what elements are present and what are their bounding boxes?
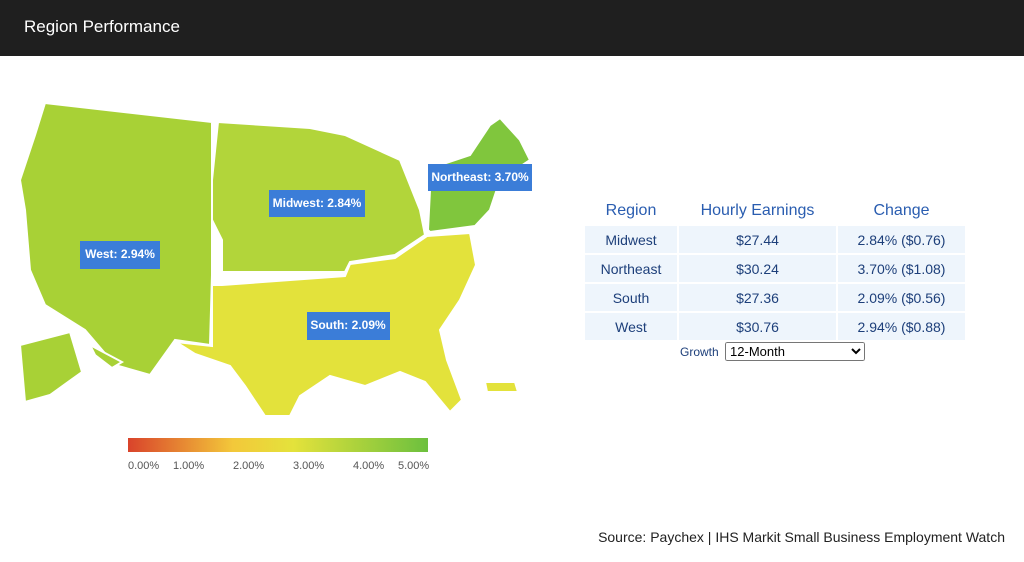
growth-select[interactable]: 12-Month — [725, 342, 866, 361]
legend-tick: 3.00% — [293, 460, 324, 472]
legend-ticks: 0.00% 1.00% 2.00% 3.00% 4.00% 5.00% — [128, 460, 429, 472]
table-cell: South — [585, 284, 677, 311]
source: Source: Paychex | IHS Markit Small Busin… — [598, 529, 1005, 545]
legend-tick: 2.00% — [233, 460, 264, 472]
table-row: South $27.36 2.09% ($0.56) — [585, 284, 965, 311]
table-cell: $27.44 — [679, 226, 836, 253]
table-cell: 2.09% ($0.56) — [838, 284, 965, 311]
regions — [18, 101, 532, 417]
table-cell: West — [585, 313, 677, 340]
region-label: Northeast: 3.70% — [431, 170, 529, 184]
legend-tick: 4.00% — [353, 460, 384, 472]
region-label: South: 2.09% — [310, 318, 386, 332]
region-label: West: 2.94% — [85, 247, 155, 261]
region-table: Region Hourly Earnings Change Midwest $27.4… — [583, 196, 967, 342]
table-body: Midwest $27.44 2.84% ($0.76) Northeast $30.2… — [585, 226, 965, 340]
table-cell: Northeast — [585, 255, 677, 282]
table-cell: Midwest — [585, 226, 677, 253]
table-row: West $30.76 2.94% ($0.88) — [585, 313, 965, 340]
growth-control: Growth 12-Month — [680, 342, 866, 361]
table-row: Northeast $30.24 3.70% ($1.08) — [585, 255, 965, 282]
table-header: Region Hourly Earnings Change — [585, 198, 965, 224]
region-west-alaska — [18, 330, 84, 404]
legend-tick: 5.00% — [398, 460, 429, 472]
table-cell: $30.76 — [679, 313, 836, 340]
label-box — [269, 190, 365, 217]
table-cell: $30.24 — [679, 255, 836, 282]
region-labels: West: 2.94% Midwest: 2.84% South: 2.09% … — [80, 164, 532, 340]
table-cell: 2.84% ($0.76) — [838, 226, 965, 253]
control-label: Growth — [680, 345, 719, 359]
legend-tick: 1.00% — [173, 460, 204, 472]
region-south-puerto-rico — [483, 381, 520, 393]
label-box — [307, 312, 390, 340]
header: Region Performance — [0, 0, 1024, 56]
region-west — [18, 101, 213, 377]
column-header: Region — [605, 202, 657, 219]
header-title: Region Performance — [24, 17, 180, 36]
column-header: Change — [873, 202, 930, 219]
region-west-hawaii — [87, 342, 125, 370]
table-row: Midwest $27.44 2.84% ($0.76) — [585, 226, 965, 253]
table-cell: 2.94% ($0.88) — [838, 313, 965, 340]
label-box — [80, 241, 160, 269]
column-header: Hourly Earnings — [700, 202, 815, 219]
table-cell: $27.36 — [679, 284, 836, 311]
legend-bar — [128, 438, 428, 452]
legend-tick: 0.00% — [128, 460, 159, 472]
table-cell: 3.70% ($1.08) — [838, 255, 965, 282]
label-box — [428, 164, 532, 191]
region-label: Midwest: 2.84% — [273, 196, 362, 210]
